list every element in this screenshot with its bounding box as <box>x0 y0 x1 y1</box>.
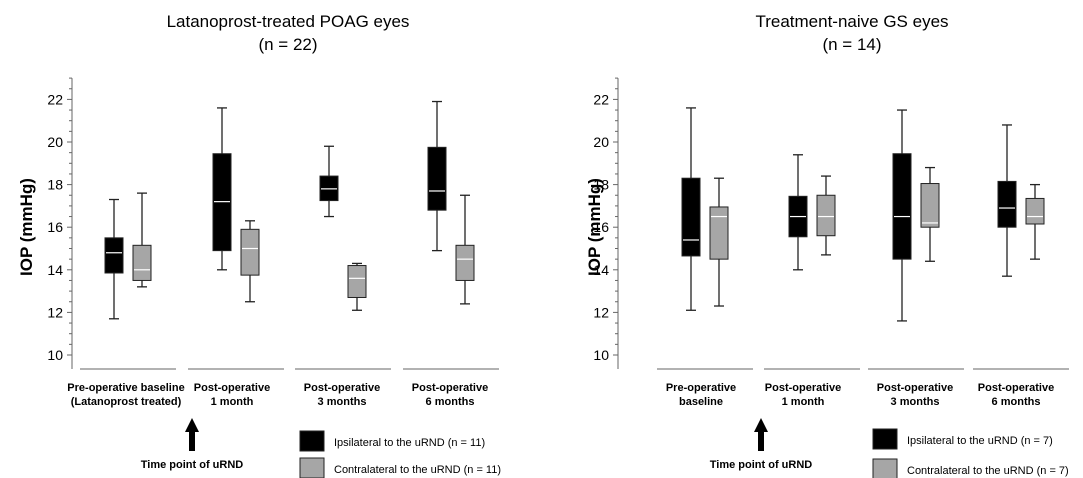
x-category-label: 1 month <box>782 396 825 408</box>
box-iqr <box>347 265 367 298</box>
box-iqr <box>816 194 836 237</box>
box-contralateral-1 <box>709 177 729 307</box>
x-category-label: 1 month <box>211 396 254 408</box>
box-iqr <box>997 180 1017 228</box>
chart-subtitle: (n = 22) <box>258 35 317 54</box>
y-tick-label: 22 <box>47 91 63 107</box>
y-tick-label: 12 <box>47 304 63 320</box>
box-contralateral-4 <box>455 194 475 305</box>
x-category-label: 6 months <box>992 396 1041 408</box>
y-tick-label: 16 <box>593 219 609 235</box>
y-tick-label: 14 <box>593 262 609 278</box>
y-tick-label: 10 <box>47 347 63 363</box>
legend-label: Contralateral to the uRND (n = 11) <box>334 464 501 476</box>
box-iqr <box>455 244 475 281</box>
box-ipsilateral-2 <box>788 154 808 271</box>
x-category-label: 3 months <box>891 396 940 408</box>
y-tick-label: 18 <box>593 177 609 193</box>
legend-label: Contralateral to the uRND (n = 7) <box>907 465 1069 477</box>
y-tick-label: 18 <box>47 177 63 193</box>
time-point-annotation: Time point of uRND <box>710 459 813 471</box>
x-category-label: Post-operative <box>978 382 1054 394</box>
box-iqr <box>132 244 152 281</box>
box-iqr <box>892 153 912 260</box>
box-contralateral-2 <box>240 220 260 303</box>
x-category-label: 3 months <box>318 396 367 408</box>
box-contralateral-4 <box>1025 183 1045 260</box>
legend-swatch <box>299 430 325 452</box>
x-category-label: (Latanoprost treated) <box>71 396 182 408</box>
x-category-label: 6 months <box>426 396 475 408</box>
box-ipsilateral-1 <box>104 198 124 320</box>
box-iqr <box>104 237 124 274</box>
box-ipsilateral-4 <box>997 124 1017 277</box>
box-contralateral-1 <box>132 192 152 288</box>
up-arrow-icon <box>754 418 768 451</box>
y-tick-label: 20 <box>593 134 609 150</box>
y-axis-label: IOP (mmHg) <box>17 178 36 276</box>
x-category-label: Post-operative <box>412 382 488 394</box>
chart-title: Latanoprost-treated POAG eyes <box>167 12 410 31</box>
box-contralateral-3 <box>920 166 940 262</box>
box-ipsilateral-2 <box>212 107 232 271</box>
x-category-label: Post-operative <box>877 382 953 394</box>
legend-swatch <box>872 458 898 478</box>
box-iqr <box>1025 197 1045 225</box>
box-ipsilateral-4 <box>427 100 447 252</box>
x-category-label: Pre-operative baseline <box>67 382 184 394</box>
panel-2: Treatment-naive GS eyes (n = 14) IOP (mmHg… <box>585 12 1069 478</box>
legend-label: Ipsilateral to the uRND (n = 7) <box>907 435 1053 447</box>
y-tick-label: 16 <box>47 219 63 235</box>
up-arrow-icon <box>185 418 199 451</box>
box-ipsilateral-3 <box>319 145 339 218</box>
box-contralateral-3 <box>347 262 367 311</box>
chart-title: Treatment-naive GS eyes <box>755 12 948 31</box>
box-ipsilateral-1 <box>681 107 701 311</box>
x-category-label: Post-operative <box>765 382 841 394</box>
legend-label: Ipsilateral to the uRND (n = 11) <box>334 437 485 449</box>
legend-swatch <box>872 428 898 450</box>
y-tick-label: 14 <box>47 262 63 278</box>
y-tick-label: 10 <box>593 347 609 363</box>
legend-swatch <box>299 457 325 478</box>
box-iqr <box>920 183 940 228</box>
chart-subtitle: (n = 14) <box>822 35 881 54</box>
y-axis-label: IOP (mmHg) <box>585 178 604 276</box>
box-iqr <box>240 228 260 276</box>
x-category-label: Pre-operative <box>666 382 736 394</box>
y-tick-label: 20 <box>47 134 63 150</box>
x-category-label: Post-operative <box>194 382 270 394</box>
panel-1: Latanoprost-treated POAG eyes (n = 22) IOP… <box>17 12 501 478</box>
box-iqr <box>709 206 729 260</box>
box-ipsilateral-3 <box>892 109 912 322</box>
y-tick-label: 12 <box>593 304 609 320</box>
y-tick-label: 22 <box>593 91 609 107</box>
box-iqr <box>427 146 447 211</box>
time-point-annotation: Time point of uRND <box>141 459 244 471</box>
box-iqr <box>681 177 701 257</box>
box-contralateral-2 <box>816 175 836 256</box>
x-category-label: baseline <box>679 396 723 408</box>
x-category-label: Post-operative <box>304 382 380 394</box>
